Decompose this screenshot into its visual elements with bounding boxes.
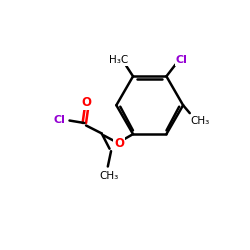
Text: Cl: Cl bbox=[54, 115, 66, 125]
Text: O: O bbox=[81, 96, 91, 109]
Text: O: O bbox=[114, 137, 124, 150]
Text: H₃C: H₃C bbox=[108, 55, 128, 65]
Text: Cl: Cl bbox=[176, 55, 188, 65]
Text: CH₃: CH₃ bbox=[100, 172, 119, 181]
Text: CH₃: CH₃ bbox=[190, 116, 209, 126]
